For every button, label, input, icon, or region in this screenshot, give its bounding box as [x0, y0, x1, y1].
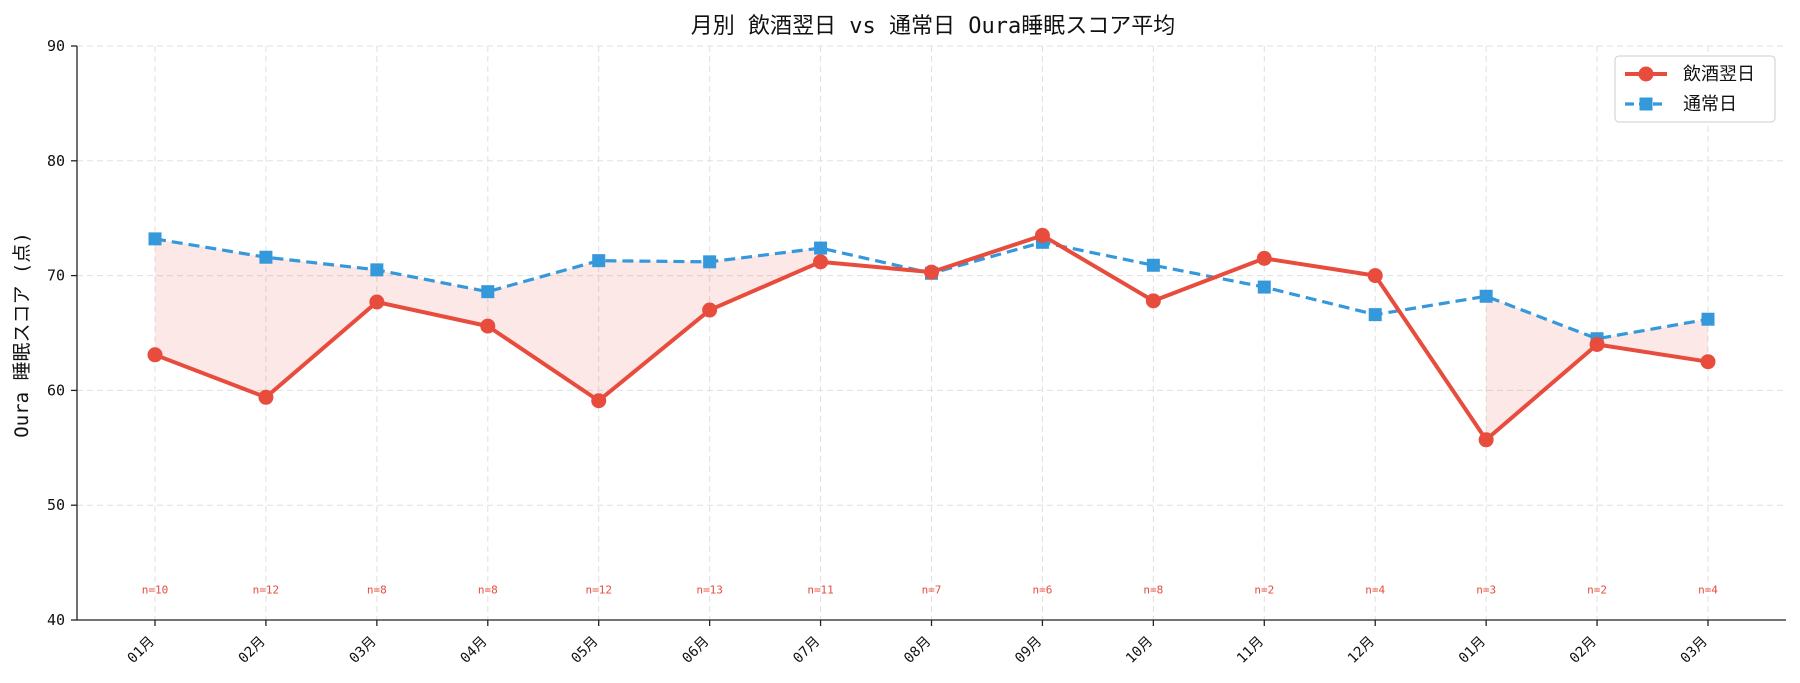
data-point-drinking	[1256, 250, 1272, 266]
data-point-drinking	[924, 264, 939, 280]
x-tick-label: 01月	[125, 634, 158, 667]
data-point-drinking	[258, 389, 274, 405]
chart-title: 月別 飲酒翌日 vs 通常日 Oura睡眠スコア平均	[691, 14, 1175, 39]
sample-count-label: n=2	[1254, 584, 1274, 597]
x-tick-label: 01月	[1456, 634, 1489, 667]
sample-count-label: n=8	[478, 584, 498, 597]
data-point-normal	[592, 254, 606, 268]
data-point-normal	[481, 285, 495, 299]
x-tick-label: 02月	[236, 634, 269, 667]
y-tick-label: 80	[47, 152, 65, 170]
grid-layer	[77, 45, 1786, 620]
y-tick-label: 50	[47, 496, 65, 514]
sample-count-label: n=10	[142, 584, 169, 597]
data-point-drinking	[813, 254, 829, 270]
sample-count-label: n=8	[1143, 584, 1163, 597]
data-point-drinking	[1367, 268, 1383, 284]
data-point-normal	[370, 263, 384, 277]
y-tick-label: 60	[47, 381, 65, 399]
legend-marker-square	[1639, 97, 1653, 111]
x-tick-label: 09月	[1012, 634, 1045, 667]
sample-count-label: n=12	[253, 584, 280, 597]
x-tick-label: 02月	[1567, 634, 1600, 667]
data-point-drinking	[591, 393, 607, 409]
sample-count-label: n=3	[1476, 584, 1496, 597]
x-tick-label: 05月	[568, 634, 601, 667]
y-tick-label: 70	[47, 267, 65, 285]
x-tick-label: 04月	[457, 634, 490, 667]
y-axis-label: Oura 睡眠スコア (点)	[11, 232, 33, 438]
data-point-normal	[1701, 312, 1715, 326]
legend-marker-circle	[1638, 66, 1654, 82]
x-tick-label: 07月	[790, 634, 823, 667]
data-point-normal	[1146, 258, 1160, 272]
sample-count-label: n=4	[1365, 584, 1385, 597]
sample-count-label: n=13	[696, 584, 723, 597]
data-point-drinking	[1478, 432, 1494, 448]
series-layer	[147, 227, 1716, 448]
data-point-normal	[259, 250, 273, 264]
fill-between-region	[1486, 296, 1708, 440]
data-point-drinking	[1589, 336, 1605, 352]
data-point-normal	[1368, 308, 1382, 322]
y-tick-label: 90	[47, 37, 65, 55]
data-point-drinking	[369, 294, 385, 310]
x-tick-label: 10月	[1123, 634, 1156, 667]
data-point-normal	[1479, 289, 1493, 303]
data-point-normal	[1257, 280, 1271, 294]
data-point-normal	[148, 232, 162, 246]
data-point-drinking	[1700, 354, 1716, 370]
x-tick-label: 03月	[1678, 634, 1711, 667]
data-point-drinking	[702, 302, 718, 318]
sample-count-layer: n=10 n=12 n=8 n=8 n=12 n=13 n=11 n=7 n=6 n=8 n=2 n=…	[142, 584, 1719, 597]
sample-count-label: n=6	[1032, 584, 1052, 597]
sample-count-label: n=4	[1698, 584, 1718, 597]
legend-label: 飲酒翌日	[1683, 64, 1755, 85]
x-tick-label: 12月	[1345, 634, 1378, 667]
sample-count-label: n=8	[367, 584, 387, 597]
sample-count-label: n=7	[922, 584, 942, 597]
sample-count-label: n=11	[807, 584, 834, 597]
data-point-normal	[814, 241, 828, 255]
data-point-drinking	[1034, 227, 1050, 243]
x-tick-label: 03月	[347, 634, 380, 667]
x-tick-label: 08月	[901, 634, 934, 667]
data-point-drinking	[147, 347, 163, 363]
data-point-drinking	[1145, 293, 1161, 309]
legend-label: 通常日	[1683, 94, 1737, 115]
y-tick-label: 40	[47, 611, 65, 629]
x-tick-label: 11月	[1234, 634, 1267, 667]
sample-count-label: n=12	[585, 584, 612, 597]
data-point-normal	[703, 255, 717, 269]
data-point-drinking	[480, 318, 496, 334]
x-tick-label: 06月	[679, 634, 712, 667]
sample-count-label: n=2	[1587, 584, 1607, 597]
